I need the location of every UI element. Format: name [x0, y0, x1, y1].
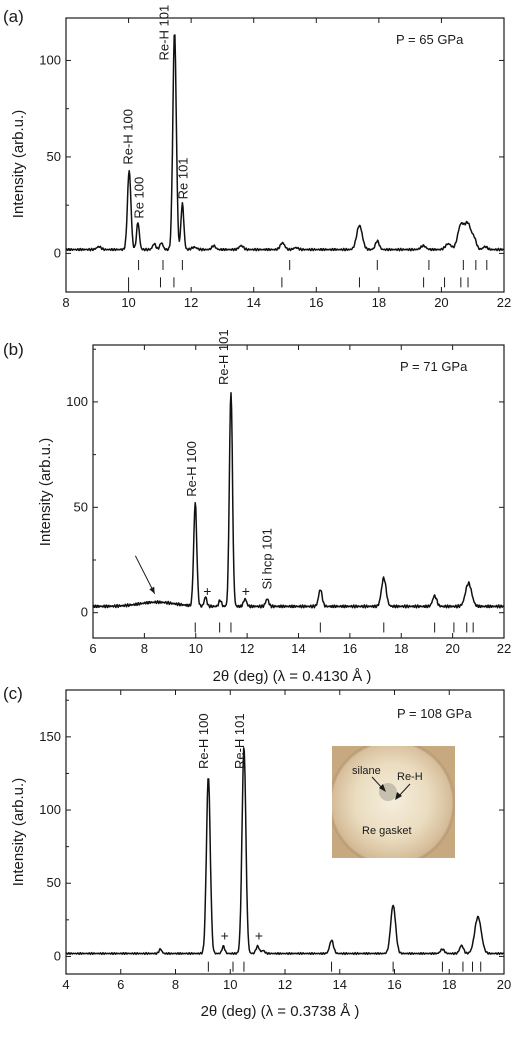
peak-annotation: Si hcp 101: [260, 528, 275, 589]
panel-label: (a): [3, 7, 24, 26]
x-tick-label: 6: [117, 977, 124, 992]
y-tick-label: 50: [47, 149, 61, 164]
diffraction-pattern: [92, 392, 505, 609]
x-tick-label: 14: [333, 977, 347, 992]
x-tick-label: 12: [278, 977, 292, 992]
y-axis-label: Intensity (arb.u.): [10, 778, 27, 886]
x-tick-label: 12: [240, 641, 254, 656]
peak-annotation: Re-H 100: [184, 441, 199, 497]
axis-ticks: 8 10 12 14 16 18 20 22 0 50 100: [39, 18, 511, 310]
diffraction-pattern: [65, 747, 505, 956]
peak-labels: Re-H 100 Re-H 101 + +: [196, 713, 263, 943]
pressure-label: P = 108 GPa: [397, 706, 472, 721]
peak-labels: Re-H 100 Re 100 Re-H 101 Re 101: [121, 5, 191, 219]
peak-annotation: Re 100: [132, 177, 147, 219]
peak-labels: Re-H 100 Re-H 101 + + Si hcp 101: [184, 329, 275, 598]
x-tick-label: 22: [497, 641, 511, 656]
pressure-label: P = 65 GPa: [396, 32, 464, 47]
gasket-disk: [332, 746, 454, 858]
peak-annotation: +: [255, 927, 263, 943]
silane-arrow-head: [379, 784, 386, 792]
reference-marks: [194, 622, 474, 633]
plot-frame: [65, 17, 505, 293]
peak-annotation: +: [203, 583, 211, 599]
y-tick-label: 0: [54, 948, 61, 963]
plot-frame: [92, 344, 505, 639]
x-tick-label: 20: [434, 295, 448, 310]
peak-annotation: Re-H 101: [232, 713, 247, 769]
x-tick-label: 10: [223, 977, 237, 992]
x-tick-label: 10: [121, 295, 135, 310]
peak-annotation: +: [221, 927, 229, 943]
x-tick-label: 18: [442, 977, 456, 992]
y-tick-label: 0: [81, 605, 88, 620]
reference-marks: [207, 961, 482, 972]
x-tick-label: 16: [309, 295, 323, 310]
x-tick-label: 22: [497, 295, 511, 310]
y-tick-label: 150: [39, 729, 61, 744]
y-axis-label: Intensity (arb.u.): [37, 438, 54, 546]
peak-annotation: Re-H 101: [216, 329, 231, 385]
peak-annotation: Re 101: [175, 157, 190, 199]
axis-ticks: 4 6 8 10 12 14 16 18 20 0 50 100 150: [39, 690, 511, 992]
sample-photo-inset: silane Re-H Re gasket: [332, 746, 455, 858]
x-tick-label: 20: [445, 641, 459, 656]
pressure-label: P = 71 GPa: [400, 359, 468, 374]
panel-label: (c): [3, 684, 23, 703]
x-tick-label: 4: [62, 977, 69, 992]
y-tick-label: 50: [47, 875, 61, 890]
diffraction-pattern: [65, 34, 505, 252]
y-tick-label: 100: [39, 52, 61, 67]
inset-label-re-gasket: Re gasket: [362, 825, 412, 837]
inset-label-re-h: Re-H: [397, 771, 423, 783]
x-tick-label: 16: [387, 977, 401, 992]
x-axis-label: 2θ (deg) (λ = 0.3738 Å ): [201, 1003, 360, 1020]
x-tick-label: 14: [291, 641, 305, 656]
peak-annotation: +: [242, 583, 250, 599]
x-tick-label: 18: [372, 295, 386, 310]
x-tick-label: 20: [497, 977, 511, 992]
x-axis-label: 2θ (deg) (λ = 0.4130 Å ): [213, 668, 372, 685]
y-axis-label: Intensity (arb.u.): [10, 110, 27, 218]
panel-a: (a) P = 65 GPa Intensity (arb.u.) 8 10 12 1…: [3, 5, 511, 310]
y-tick-label: 100: [66, 394, 88, 409]
panel-b: (b) P = 71 GPa Intensity (arb.u.) 2θ (de…: [3, 329, 511, 685]
x-tick-label: 8: [141, 641, 148, 656]
inset-label-silane: silane: [352, 765, 381, 777]
axis-ticks: 6 8 10 12 14 16 18 20 22 0 50 100: [66, 345, 511, 656]
x-tick-label: 10: [189, 641, 203, 656]
x-tick-label: 6: [89, 641, 96, 656]
peak-annotation: Re-H 101: [157, 5, 172, 61]
y-tick-label: 100: [39, 802, 61, 817]
x-tick-label: 14: [246, 295, 260, 310]
peak-annotation: Re-H 100: [121, 109, 136, 165]
x-tick-label: 12: [184, 295, 198, 310]
peak-annotation: Re-H 100: [196, 713, 211, 769]
amorphous-hump-arrow: [134, 555, 156, 594]
panel-c: (c) P = 108 GPa Intensity (arb.u.) 2θ (d…: [3, 684, 511, 1020]
reference-marks: [128, 259, 488, 288]
panel-label: (b): [3, 340, 24, 359]
arrow-shaft: [134, 555, 156, 594]
x-tick-label: 18: [394, 641, 408, 656]
x-tick-label: 8: [62, 295, 69, 310]
y-tick-label: 0: [54, 245, 61, 260]
x-tick-label: 8: [172, 977, 179, 992]
re-h-arrow-head: [395, 792, 402, 800]
x-tick-label: 16: [343, 641, 357, 656]
arrow-head: [149, 586, 155, 594]
gasket-rim: [332, 746, 455, 858]
y-tick-label: 50: [74, 499, 88, 514]
